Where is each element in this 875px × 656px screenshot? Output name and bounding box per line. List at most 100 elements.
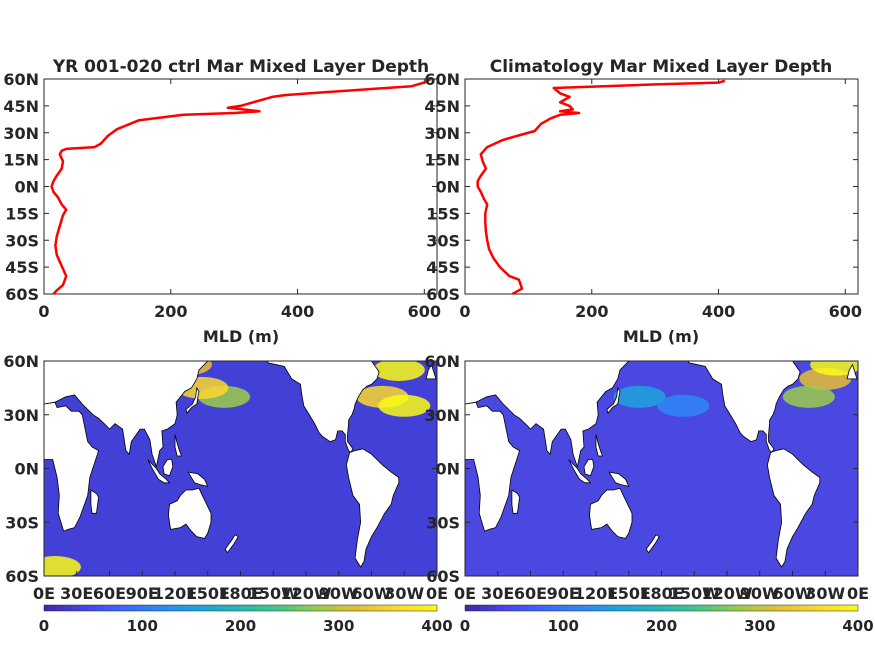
mld-hotspot: [44, 556, 81, 576]
mld-hotspot: [657, 394, 710, 417]
x-axis-label: MLD (m): [623, 327, 699, 346]
y-tick-label: 0N: [435, 178, 460, 197]
x-tick-label: 120W: [280, 584, 331, 603]
x-tick-label: 0: [38, 302, 49, 321]
x-tick-label: 200: [154, 302, 187, 321]
x-tick-label: 60E: [93, 584, 126, 603]
x-tick-label: 600: [829, 302, 862, 321]
x-tick-label: 400: [702, 302, 735, 321]
colorbar-tick-label: 400: [842, 617, 873, 635]
x-tick-label: 180E: [639, 584, 683, 603]
land-mass: [608, 471, 630, 487]
y-tick-label: 45N: [424, 97, 460, 116]
y-tick-label: 30S: [5, 513, 39, 532]
x-tick-label: 0E: [454, 584, 476, 603]
y-tick-label: 60N: [3, 352, 39, 371]
x-tick-label: 600: [408, 302, 441, 321]
mld-hotspot: [372, 361, 425, 381]
x-tick-label: 0E: [847, 584, 869, 603]
y-tick-label: 30N: [424, 406, 460, 425]
chart-title: Climatology Mar Mixed Layer Depth: [490, 57, 833, 77]
land-mass: [589, 487, 633, 539]
land-mass: [174, 434, 183, 457]
x-tick-label: 90W: [740, 584, 780, 603]
series-line-climatology: [476, 79, 726, 296]
mld-hotspot: [782, 385, 835, 408]
colorbar-tick-label: 300: [323, 617, 354, 635]
mld-hotspot: [810, 361, 858, 376]
x-tick-label: 90E: [126, 584, 159, 603]
colorbar-ticks: 0 100 200 300 400: [39, 617, 453, 635]
x-tick-label: 400: [281, 302, 314, 321]
land-mass: [167, 487, 212, 539]
land-mass: [583, 459, 595, 477]
colorbar-tick-label: 300: [744, 617, 775, 635]
land-mass: [606, 386, 621, 414]
y-tick-label: 45S: [426, 258, 460, 277]
y-tick-label: 30S: [426, 513, 460, 532]
y-tick-label: 30N: [3, 406, 39, 425]
land-mass: [185, 386, 200, 414]
x-tick-label: 0: [459, 302, 470, 321]
profile-chart-climatology: Climatology Mar Mixed Layer Depth 60N 45N…: [424, 57, 862, 346]
land-mass: [162, 459, 174, 477]
land-mass: [425, 363, 437, 380]
land-masses: [44, 361, 437, 568]
land-mass: [465, 361, 630, 469]
land-mass: [378, 361, 405, 362]
colorbar-tick-label: 0: [460, 617, 470, 635]
colorbar-tick-label: 100: [127, 617, 158, 635]
land-mass: [267, 361, 380, 454]
x-tick-label: 30W: [805, 584, 845, 603]
chart-title: YR 001-020 ctrl Mar Mixed Layer Depth: [52, 57, 429, 77]
x-axis-label: MLD (m): [203, 327, 279, 346]
x-tick-label: 120E: [574, 584, 618, 603]
x-tick-label: 150E: [186, 584, 230, 603]
x-tick-label: 150E: [607, 584, 651, 603]
land-mass: [44, 401, 100, 532]
x-tick-label: 200: [575, 302, 608, 321]
colorbar-tick-label: 200: [646, 617, 677, 635]
land-mass: [511, 489, 521, 514]
colorbar-tick-label: 200: [225, 617, 256, 635]
land-mass: [688, 361, 801, 454]
x-tick-label: 60W: [773, 584, 813, 603]
y-tick-label: 15N: [3, 151, 39, 170]
y-tick-label: 60S: [426, 567, 460, 586]
colorbar: [464, 604, 859, 612]
x-tick-label: 60E: [514, 584, 547, 603]
y-tick-label: 45N: [3, 97, 39, 116]
y-tick-label: 60N: [424, 352, 460, 371]
y-tick-label: 30S: [426, 231, 460, 250]
y-tick-label: 60S: [5, 285, 39, 304]
land-mass: [224, 534, 239, 554]
land-mass: [345, 448, 400, 568]
colorbar-tick-label: 0: [39, 617, 49, 635]
y-tick-label: 30N: [424, 124, 460, 143]
land-mass: [187, 471, 209, 487]
land-mass: [44, 361, 209, 469]
land-mass: [568, 459, 592, 484]
x-tick-label: 120E: [153, 584, 197, 603]
land-masses: [465, 361, 858, 568]
land-mass: [147, 459, 171, 484]
mld-hotspots: [613, 361, 858, 417]
y-tick-label: 15N: [424, 151, 460, 170]
land-mass: [799, 361, 826, 362]
mld-hotspot: [613, 385, 666, 408]
y-tick-label: 60S: [5, 567, 39, 586]
y-tick-label: 60N: [424, 70, 460, 89]
y-tick-label: 15S: [5, 204, 39, 223]
y-tick-label: 30S: [5, 231, 39, 250]
x-tick-label: 150W: [248, 584, 299, 603]
x-tick-label: 90W: [319, 584, 359, 603]
x-tick-label: 0E: [426, 584, 448, 603]
land-mass: [645, 534, 660, 554]
